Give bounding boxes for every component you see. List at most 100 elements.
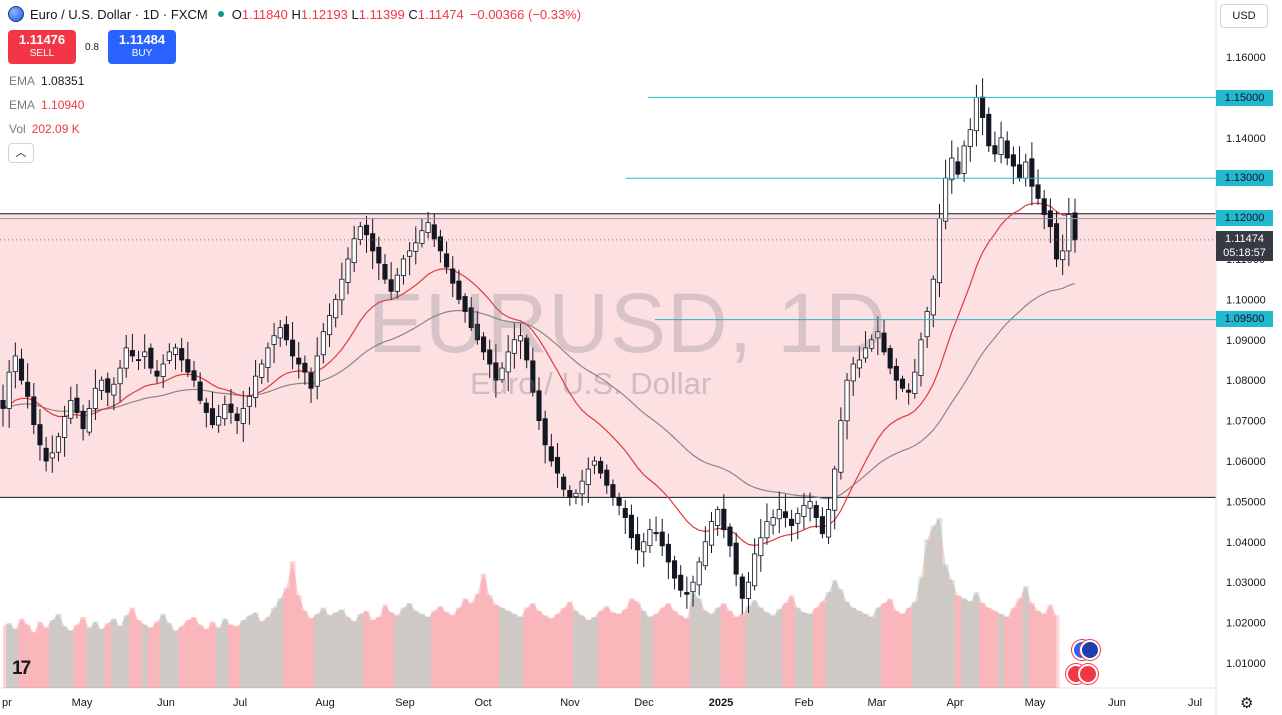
time-tick-label: Feb <box>795 697 814 709</box>
candle <box>345 258 351 283</box>
market-status-icon <box>217 11 224 17</box>
candle <box>542 418 548 446</box>
collapse-legend-button[interactable]: ︿ <box>8 143 34 163</box>
volume-bar <box>659 607 666 688</box>
candle <box>918 339 924 376</box>
support-resistance-zone <box>0 213 1216 498</box>
price-tick-label: 1.08000 <box>1226 375 1266 387</box>
symbol-globe-icon <box>8 6 24 22</box>
volume-bar <box>344 616 352 688</box>
candle <box>92 387 98 409</box>
volume-bar <box>517 616 524 688</box>
volume-bar <box>67 630 74 688</box>
current-price-value: 1.11474 <box>1225 233 1264 245</box>
price-tick-label: 1.16000 <box>1226 52 1266 64</box>
candle <box>653 532 659 535</box>
candle <box>573 492 579 498</box>
candle <box>99 379 105 391</box>
candle <box>548 446 554 462</box>
candle <box>314 355 320 387</box>
candle <box>1035 184 1041 199</box>
indicator-ema-slow[interactable]: EMA 1.08351 <box>9 74 84 88</box>
level-label-1: 1.15000 <box>1216 90 1273 106</box>
level-label-3: 1.12000 <box>1216 210 1273 226</box>
volume-bar <box>585 620 592 688</box>
candle <box>647 529 653 547</box>
candle <box>967 129 973 147</box>
candle <box>400 258 407 277</box>
indicator-name: EMA <box>9 98 36 112</box>
volume-bar <box>160 613 167 688</box>
candle <box>752 553 758 587</box>
volume-bar <box>813 607 820 688</box>
settings-gear-icon[interactable]: ⚙ <box>1240 695 1254 712</box>
volume-bar <box>566 601 573 688</box>
volume-bar <box>314 613 321 688</box>
candle <box>986 113 992 147</box>
candle <box>505 351 511 373</box>
chevron-up-icon: ︿ <box>15 147 27 159</box>
indicator-value: 1.10940 <box>41 98 85 112</box>
volume-bar <box>437 606 444 688</box>
time-tick-label: May <box>1025 697 1046 709</box>
volume-bar <box>529 603 536 688</box>
volume-bar <box>616 613 623 688</box>
volume-bar <box>591 616 598 688</box>
candle <box>49 452 55 459</box>
candle <box>148 347 154 369</box>
candle <box>456 280 462 300</box>
volume-bar <box>104 623 111 688</box>
volume-bar <box>665 603 672 688</box>
candle <box>228 403 234 413</box>
candle <box>1072 212 1078 241</box>
indicator-ema-fast[interactable]: EMA 1.10940 <box>9 98 84 112</box>
price-tick-label: 1.02000 <box>1226 618 1266 630</box>
candle <box>468 307 474 329</box>
volume-bar <box>511 613 518 688</box>
volume-bar <box>609 612 617 688</box>
event-us-flag-icon[interactable] <box>1078 664 1098 684</box>
volume-bar <box>757 607 764 688</box>
buy-button[interactable]: 1.11484 BUY <box>108 30 176 64</box>
volume-bar <box>412 610 419 688</box>
candle <box>37 424 43 446</box>
volume-bar <box>258 621 265 688</box>
sell-button[interactable]: 1.11476 SELL <box>8 30 76 64</box>
level-label-2: 1.13000 <box>1216 170 1273 186</box>
volume-bar <box>369 620 376 688</box>
currency-button[interactable]: USD <box>1220 4 1268 28</box>
candle <box>850 363 856 382</box>
volume-bar <box>505 610 512 688</box>
volume-bar <box>240 620 247 688</box>
tradingview-logo-icon[interactable]: 17 <box>12 658 31 679</box>
candle <box>135 359 142 361</box>
volume-bar <box>252 612 259 688</box>
volume-bar <box>843 601 851 688</box>
candle <box>696 561 702 586</box>
candle <box>887 348 893 369</box>
event-eu-flag-icon[interactable] <box>1080 640 1100 660</box>
candle <box>480 336 487 353</box>
volume-bar <box>868 616 875 688</box>
volume-bar <box>498 607 506 688</box>
volume-bar <box>351 621 358 688</box>
time-tick-label: Apr <box>946 697 963 709</box>
indicator-name: Vol <box>9 122 26 136</box>
volume-bar <box>911 601 918 688</box>
candle <box>1029 158 1035 187</box>
candle <box>419 230 425 244</box>
candle <box>271 335 277 345</box>
candle <box>86 408 92 433</box>
candle <box>715 509 721 526</box>
candle <box>142 351 148 357</box>
volume-bar <box>357 613 364 688</box>
volume-bar <box>954 595 962 688</box>
symbol-title[interactable]: Euro / U.S. Dollar · 1D · FXCM <box>30 6 208 22</box>
volume-bar <box>178 626 185 688</box>
candle <box>943 177 949 222</box>
indicator-volume[interactable]: Vol 202.09 K <box>9 122 80 136</box>
time-tick-label: Nov <box>560 697 580 709</box>
candle <box>407 250 413 257</box>
volume-bar <box>227 624 235 688</box>
